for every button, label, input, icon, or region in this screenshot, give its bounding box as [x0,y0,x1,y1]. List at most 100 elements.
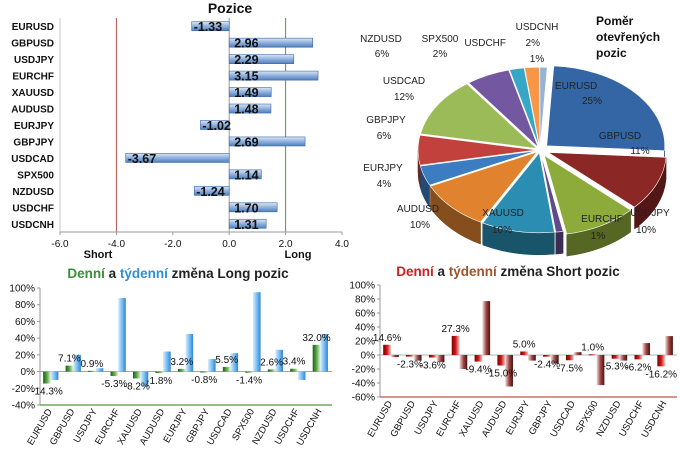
pie-pct-eurjpy: 4% [377,179,392,190]
position-category-eurjpy: EURJPY [14,121,54,132]
position-category-xauusd: XAUUSD [12,88,54,99]
position-bar-audusd [228,103,272,114]
position-value-usdcnh: 1.31 [234,218,258,232]
long-data-label-usdchf: 3.4% [283,357,306,368]
position-category-eurusd: EURUSD [12,22,54,33]
long-title-part-and: a [105,266,120,281]
short-y-tick-label: -20% [352,365,375,376]
short-title-part-rest: změna Short pozic [497,264,621,279]
short-y-tick-label: 20% [355,337,375,348]
position-category-usdchf: USDCHF [12,203,54,214]
pie-pct-gbpusd: 11% [630,146,649,157]
long-weekly-bar-audusd [163,351,171,372]
position-bar-eurjpy [200,120,230,130]
pie-label-xauusd: XAUUSD [482,208,524,219]
pie-label-spx500: SPX500 [422,34,459,45]
short-weekly-bar-usdcad [573,352,582,355]
position-value-usdcad: -3.67 [128,152,157,166]
pie-slice-usdchf [524,66,541,148]
pie-label-usdcad: USDCAD [383,76,425,87]
pie-slice-audusd [429,151,538,223]
long-category-labels: EURUSDGBPUSDUSDJPYEURCHFXAUUSDAUDUSDEURJ… [25,406,324,447]
pie-slice-usdjpy [543,154,632,235]
long-y-tick-label: 20% [15,350,35,361]
long-daily-bar-nzdusd [267,369,276,372]
pie-slice-gbpusd [547,152,667,208]
pie-slice-xauusd [482,152,555,234]
positions-title: Pozice [208,0,253,16]
position-bar-usdjpy [228,54,295,64]
long-weekly-bar-xauusd [140,371,149,387]
long-y-tick-label: -40% [12,401,35,412]
short-data-label-usdcnh: -16.2% [645,369,677,380]
short-daily-bar-usdjpy [428,355,437,358]
pie-pct-xauusd: 10% [492,225,512,236]
long-weekly-bar-spx500 [252,292,261,372]
position-category-nzdusd: NZDUSD [12,187,54,198]
pie-label-gbpjpy: GBPJPY [366,115,406,126]
short-daily-bar-audusd [497,355,506,366]
position-category-audusd: AUDUSD [11,105,54,116]
long-daily-bar-eurjpy [177,368,186,372]
short-data-label-eurusd: 14.6% [373,333,401,344]
pie-title-line-1: Poměr [596,14,634,28]
positions-x-ticks: -6.0 -4.0 -2.0 0.0 2.0 4.0 [51,232,349,250]
long-data-label-xauusd: -8.2% [124,381,150,392]
position-category-gbpusd: GBPUSD [11,39,54,50]
short-weekly-bar-usdjpy [436,355,445,362]
pie-slice-eurusd [546,65,666,151]
position-value-usdchf: 1.70 [234,201,258,215]
short-weekly-bar-nzdusd [619,355,628,361]
pie-pct-eurusd: 25% [582,96,602,107]
long-data-label-usdcad: 5.5% [215,355,238,366]
pie-title-line-2: otevřených [596,30,660,44]
position-value-spx500: 1.14 [234,168,258,182]
long-change-chart: Denní a týdenní změna Long pozic -40% -20… [9,266,332,448]
short-weekly-bar-audusd [505,355,513,387]
position-bar-usdcad [125,153,230,163]
pie-slices [417,65,667,257]
long-weekly-bar-gbpusd [73,354,81,372]
pie-slice-nzdusd [468,69,539,148]
pie-label-gbpusd: GBPUSD [599,131,641,142]
pie-pct-usdcnh: 1% [530,54,545,65]
short-bars [383,301,673,387]
short-data-label-nzdusd: -5.3% [602,362,628,373]
position-bar-eurchf [228,70,319,81]
short-weekly-bar-xauusd [482,301,491,355]
short-data-label-usdjpy: -3.6% [420,361,446,372]
position-category-gbpjpy: GBPJPY [13,137,54,148]
long-data-label-usdjpy: 0.9% [80,359,103,370]
positions-x-tick-label: 0.0 [222,239,236,250]
pie-slice-spx500 [509,67,540,148]
pie-pct-gbpjpy: 6% [377,131,392,142]
pie-slice-usdcad [420,83,538,149]
short-weekly-bar-gbpusd [413,355,422,361]
short-y-tick-label: 100% [349,281,375,292]
pie-pct-nzdusd: 6% [375,49,390,60]
long-data-label-nzdusd: 2.6% [260,357,283,368]
long-data-label-usdcnh: 32.0% [302,333,330,344]
pie-pct-usdjpy: 10% [636,225,656,236]
short-title-part-daily: Denní [396,264,435,279]
pie-label-usdchf: USDCHF [464,38,506,49]
pie-title-line-3: pozic [596,46,627,60]
long-weekly-bar-usdjpy [95,368,104,372]
short-weekly-bar-gbpjpy [550,355,559,364]
short-daily-bar-gbpjpy [543,355,551,357]
short-y-tick-label: -60% [352,393,375,404]
long-weekly-bar-usdcad [230,353,239,372]
position-bar-eurusd [191,21,230,32]
positions-x-tick-label: -4.0 [108,239,126,250]
long-label: Long [285,249,312,261]
positions-chart: Pozice EURUSD GBPUSD USDJPY EURCHF XAUUSD AUD… [11,0,349,261]
short-daily-bar-nzdusd [611,355,620,359]
long-data-labels: -14.3% 7.1% 0.9% -5.3%-8.2%-1.8% 3.2% -0.8% 5.… [31,333,331,398]
short-daily-bar-gbpusd [406,355,414,357]
short-weekly-bar-eurjpy [528,355,536,361]
short-data-label-gbpusd: -2.3% [397,360,423,371]
short-daily-bar-usdcnh [657,355,666,367]
pie-label-nzdusd: NZDUSD [360,34,402,45]
short-data-label-audusd: -15.0% [485,369,517,380]
